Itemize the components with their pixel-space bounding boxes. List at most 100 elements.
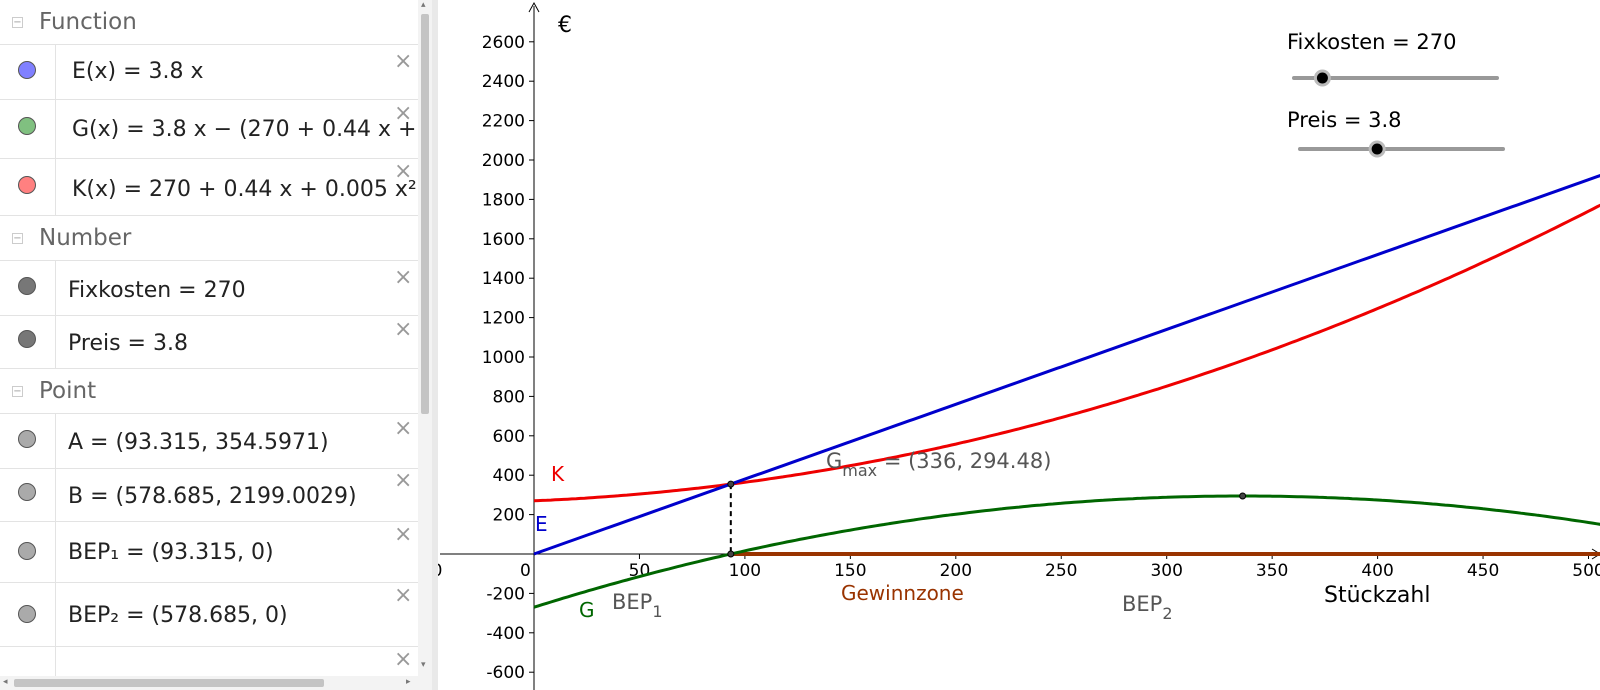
bep1-label: BEP1 xyxy=(612,590,663,621)
delete-icon[interactable]: × xyxy=(394,159,413,184)
visibility-marble-icon[interactable] xyxy=(18,330,36,348)
x-tick-label: 500 xyxy=(1572,561,1600,581)
x-tick-label: 350 xyxy=(1256,561,1288,581)
x-axis-label: Stückzahl xyxy=(1324,583,1430,608)
delete-icon[interactable]: × xyxy=(394,416,413,441)
y-tick-label: 2400 xyxy=(482,72,525,92)
visibility-marble-icon[interactable] xyxy=(18,605,36,623)
category-function[interactable]: − Function xyxy=(0,0,418,44)
y-tick-label: -400 xyxy=(486,624,525,644)
algebra-item-text[interactable]: Preis = 3.8 xyxy=(68,331,188,356)
x-tick-label: 200 xyxy=(940,561,972,581)
y-tick-label: 1000 xyxy=(482,348,525,368)
algebra-row-b[interactable]: B = (578.685, 2199.0029) × xyxy=(0,468,418,522)
slider-fixkosten-knob[interactable] xyxy=(1313,69,1331,87)
category-label: Function xyxy=(39,9,137,35)
delete-icon[interactable]: × xyxy=(394,468,413,493)
x-tick-label: 250 xyxy=(1045,561,1077,581)
point-a xyxy=(727,480,735,488)
visibility-marble-icon[interactable] xyxy=(18,277,36,295)
curve-label-e: E xyxy=(535,512,548,536)
y-tick-label: -600 xyxy=(486,663,525,683)
visibility-marble-icon[interactable] xyxy=(18,542,36,560)
curve-e xyxy=(533,174,1600,556)
delete-icon[interactable]: × xyxy=(394,101,413,126)
scroll-left-icon[interactable]: ◂ xyxy=(3,677,8,687)
curve-label-g: G xyxy=(579,598,595,622)
scroll-right-icon[interactable]: ▸ xyxy=(406,677,411,687)
category-point[interactable]: − Point xyxy=(0,369,418,413)
algebra-item-text[interactable]: K(x) = 270 + 0.44 x + 0.005 x² xyxy=(72,177,417,202)
y-tick-label: 1800 xyxy=(482,190,525,210)
x-tick-label: 450 xyxy=(1467,561,1499,581)
point-bep1 xyxy=(727,550,735,558)
delete-icon[interactable]: × xyxy=(394,317,413,342)
collapse-icon[interactable]: − xyxy=(12,16,23,28)
vertical-scrollbar[interactable]: ▴ ▾ xyxy=(418,0,432,690)
algebra-row-preis[interactable]: Preis = 3.8 × xyxy=(0,315,418,369)
algebra-item-text[interactable]: Fixkosten = 270 xyxy=(68,278,246,303)
visibility-marble-icon[interactable] xyxy=(18,176,36,194)
graphics-view[interactable]: -500501001502002503003504004505005506006… xyxy=(438,0,1600,690)
visibility-marble-icon[interactable] xyxy=(18,430,36,448)
vertical-scroll-thumb[interactable] xyxy=(421,14,429,414)
axes: -500501001502002503003504004505005506006… xyxy=(438,1,1600,690)
horizontal-scroll-thumb[interactable] xyxy=(14,679,324,687)
y-tick-label: 200 xyxy=(493,506,525,526)
algebra-row-partial[interactable]: × xyxy=(0,647,418,687)
algebra-item-text[interactable]: A = (93.315, 354.5971) xyxy=(68,430,329,455)
algebra-item-text[interactable]: E(x) = 3.8 x xyxy=(72,59,204,84)
x-tick-label: 100 xyxy=(729,561,761,581)
slider-preis-label: Preis = 3.8 xyxy=(1287,108,1402,132)
visibility-marble-icon[interactable] xyxy=(18,61,36,79)
algebra-row-fixkosten[interactable]: Fixkosten = 270 × xyxy=(0,260,418,316)
gewinnzone-label: Gewinnzone xyxy=(841,581,964,605)
delete-icon[interactable]: × xyxy=(394,583,413,608)
algebra-item-text[interactable]: B = (578.685, 2199.0029) xyxy=(68,484,357,509)
category-number[interactable]: − Number xyxy=(0,216,418,260)
horizontal-scrollbar[interactable]: ◂ ▸ xyxy=(0,676,418,690)
category-label: Number xyxy=(39,225,132,251)
visibility-marble-icon[interactable] xyxy=(18,117,36,135)
x-tick-label: 0 xyxy=(520,561,531,581)
y-tick-label: 800 xyxy=(493,387,525,407)
y-axis-unit: € xyxy=(558,13,572,38)
collapse-icon[interactable]: − xyxy=(12,385,23,397)
y-tick-label: 2000 xyxy=(482,151,525,171)
y-tick-label: 2600 xyxy=(482,33,525,53)
y-tick-label: 600 xyxy=(493,427,525,447)
visibility-marble-icon[interactable] xyxy=(18,483,36,501)
algebra-item-text[interactable]: G(x) = 3.8 x − (270 + 0.44 x + xyxy=(72,117,417,142)
algebra-view: − Function E(x) = 3.8 x × G(x) = 3.8 x −… xyxy=(0,0,418,690)
algebra-row-e[interactable]: E(x) = 3.8 x × xyxy=(0,44,418,100)
algebra-row-bep2[interactable]: BEP₂ = (578.685, 0) × xyxy=(0,583,418,647)
delete-icon[interactable]: × xyxy=(394,49,413,74)
point-gmax xyxy=(1239,492,1247,500)
slider-fixkosten-label: Fixkosten = 270 xyxy=(1287,30,1457,54)
algebra-row-bep1[interactable]: BEP₁ = (93.315, 0) × xyxy=(0,522,418,583)
y-tick-label: 1200 xyxy=(482,309,525,329)
y-tick-label: 1400 xyxy=(482,269,525,289)
x-tick-label: 400 xyxy=(1361,561,1393,581)
x-tick-label: 300 xyxy=(1150,561,1182,581)
curve-g xyxy=(533,494,1600,609)
x-tick-label: 150 xyxy=(834,561,866,581)
curves xyxy=(533,174,1600,609)
view-divider[interactable] xyxy=(432,0,438,690)
algebra-item-text[interactable]: BEP₂ = (578.685, 0) xyxy=(68,603,288,628)
algebra-row-k[interactable]: K(x) = 270 + 0.44 x + 0.005 x² × xyxy=(0,159,418,216)
x-axis-arrow-icon xyxy=(1591,548,1600,560)
scroll-up-icon[interactable]: ▴ xyxy=(421,0,426,10)
algebra-row-g[interactable]: G(x) = 3.8 x − (270 + 0.44 x + × xyxy=(0,99,418,159)
delete-icon[interactable]: × xyxy=(394,265,413,290)
collapse-icon[interactable]: − xyxy=(12,232,23,244)
slider-preis-knob[interactable] xyxy=(1368,140,1386,158)
delete-icon[interactable]: × xyxy=(394,647,413,672)
algebra-row-a[interactable]: A = (93.315, 354.5971) × xyxy=(0,413,418,469)
category-label: Point xyxy=(39,378,97,404)
y-tick-label: 1600 xyxy=(482,230,525,250)
algebra-item-text[interactable]: BEP₁ = (93.315, 0) xyxy=(68,540,274,565)
delete-icon[interactable]: × xyxy=(394,522,413,547)
scroll-down-icon[interactable]: ▾ xyxy=(421,660,426,670)
bep2-label: BEP2 xyxy=(1122,592,1173,623)
